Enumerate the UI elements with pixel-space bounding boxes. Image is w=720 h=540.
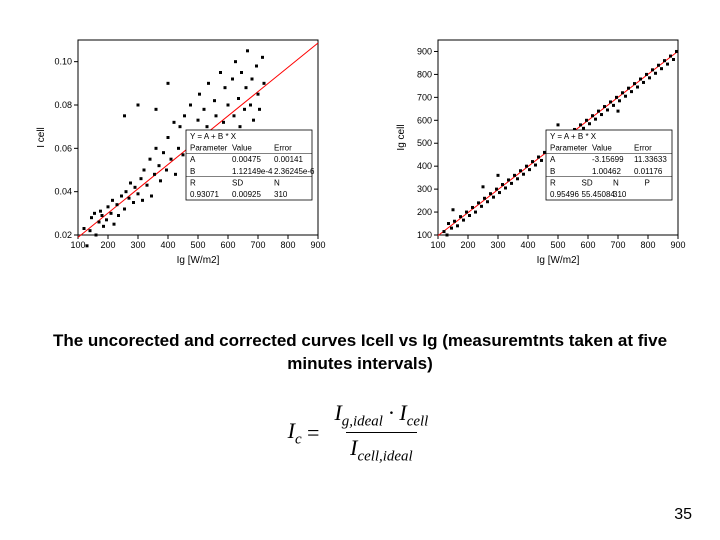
svg-text:0.00925: 0.00925 <box>232 190 261 199</box>
caption-line2: minutes intervals) <box>287 354 433 373</box>
svg-text:500: 500 <box>417 138 432 148</box>
svg-text:0.95496: 0.95496 <box>550 190 579 199</box>
left-chart: 100 200 300 400 500 600 700 800 900 0.02 0.04 0.06 0… <box>30 30 330 275</box>
svg-text:310: 310 <box>613 190 627 199</box>
equals-sign: = <box>306 420 321 446</box>
svg-text:P: P <box>645 178 650 187</box>
svg-text:SD: SD <box>582 178 593 187</box>
formula-fraction: Ig,ideal · Icell Icell,ideal <box>330 400 432 466</box>
svg-text:500: 500 <box>190 240 205 250</box>
svg-text:200: 200 <box>100 240 115 250</box>
svg-text:R: R <box>190 178 196 187</box>
svg-text:0.08: 0.08 <box>54 100 72 110</box>
svg-text:I cell: I cell <box>36 127 47 148</box>
svg-text:Ig [W/m2]: Ig [W/m2] <box>537 255 580 266</box>
svg-text:500: 500 <box>550 240 565 250</box>
svg-text:Parameter: Parameter <box>190 143 228 152</box>
svg-text:Y = A + B * X: Y = A + B * X <box>190 132 237 141</box>
svg-text:100: 100 <box>70 240 85 250</box>
svg-text:Ig [W/m2]: Ig [W/m2] <box>177 255 220 266</box>
svg-text:1.00462: 1.00462 <box>592 167 621 176</box>
svg-text:300: 300 <box>490 240 505 250</box>
svg-text:800: 800 <box>640 240 655 250</box>
svg-text:0.10: 0.10 <box>54 57 72 67</box>
formula-lhs: Ic <box>288 418 302 448</box>
svg-text:N: N <box>274 178 280 187</box>
svg-text:0.93071: 0.93071 <box>190 190 219 199</box>
svg-text:Error: Error <box>634 143 652 152</box>
svg-text:310: 310 <box>274 190 288 199</box>
svg-text:300: 300 <box>130 240 145 250</box>
svg-text:2.36245e-6: 2.36245e-6 <box>274 167 315 176</box>
svg-text:R: R <box>550 178 556 187</box>
svg-text:Error: Error <box>274 143 292 152</box>
svg-text:Parameter: Parameter <box>550 143 588 152</box>
page-number: 35 <box>674 506 692 524</box>
svg-text:A: A <box>550 155 556 164</box>
svg-text:800: 800 <box>417 69 432 79</box>
svg-text:700: 700 <box>610 240 625 250</box>
caption: The uncorected and corrected curves Icel… <box>20 330 700 376</box>
svg-text:-3.15699: -3.15699 <box>592 155 624 164</box>
svg-text:0.01176: 0.01176 <box>634 167 663 176</box>
svg-text:900: 900 <box>670 240 685 250</box>
svg-text:400: 400 <box>520 240 535 250</box>
caption-line1: The uncorected and corrected curves Icel… <box>53 331 667 350</box>
svg-text:0.02: 0.02 <box>54 230 72 240</box>
svg-text:N: N <box>613 178 619 187</box>
right-chart: 100 200 300 400 500 600 700 800 900 100 200 300 400 5… <box>390 30 690 275</box>
formula: Ic = Ig,ideal · Icell Icell,ideal <box>0 400 720 466</box>
svg-text:600: 600 <box>417 115 432 125</box>
svg-text:0.04: 0.04 <box>54 187 72 197</box>
svg-text:Ig cell: Ig cell <box>396 124 407 150</box>
svg-text:55.45084: 55.45084 <box>582 190 616 199</box>
svg-text:1.12149e-4: 1.12149e-4 <box>232 167 273 176</box>
svg-text:0.00475: 0.00475 <box>232 155 261 164</box>
svg-text:200: 200 <box>460 240 475 250</box>
svg-text:600: 600 <box>580 240 595 250</box>
svg-text:900: 900 <box>310 240 325 250</box>
charts-row: 100 200 300 400 500 600 700 800 900 0.02 0.04 0.06 0… <box>0 30 720 275</box>
svg-text:B: B <box>550 167 555 176</box>
svg-text:100: 100 <box>430 240 445 250</box>
svg-text:Y = A + B * X: Y = A + B * X <box>550 132 597 141</box>
svg-text:400: 400 <box>160 240 175 250</box>
svg-text:600: 600 <box>220 240 235 250</box>
svg-text:11.33633: 11.33633 <box>634 155 667 164</box>
svg-text:700: 700 <box>417 92 432 102</box>
svg-text:B: B <box>190 167 195 176</box>
svg-text:A: A <box>190 155 196 164</box>
svg-text:200: 200 <box>417 207 432 217</box>
svg-text:800: 800 <box>280 240 295 250</box>
svg-text:300: 300 <box>417 184 432 194</box>
svg-text:0.06: 0.06 <box>54 143 72 153</box>
svg-text:700: 700 <box>250 240 265 250</box>
svg-text:900: 900 <box>417 46 432 56</box>
svg-text:Value: Value <box>232 143 252 152</box>
svg-text:400: 400 <box>417 161 432 171</box>
svg-text:100: 100 <box>417 230 432 240</box>
svg-text:SD: SD <box>232 178 243 187</box>
svg-text:0.00141: 0.00141 <box>274 155 303 164</box>
svg-text:Value: Value <box>592 143 612 152</box>
